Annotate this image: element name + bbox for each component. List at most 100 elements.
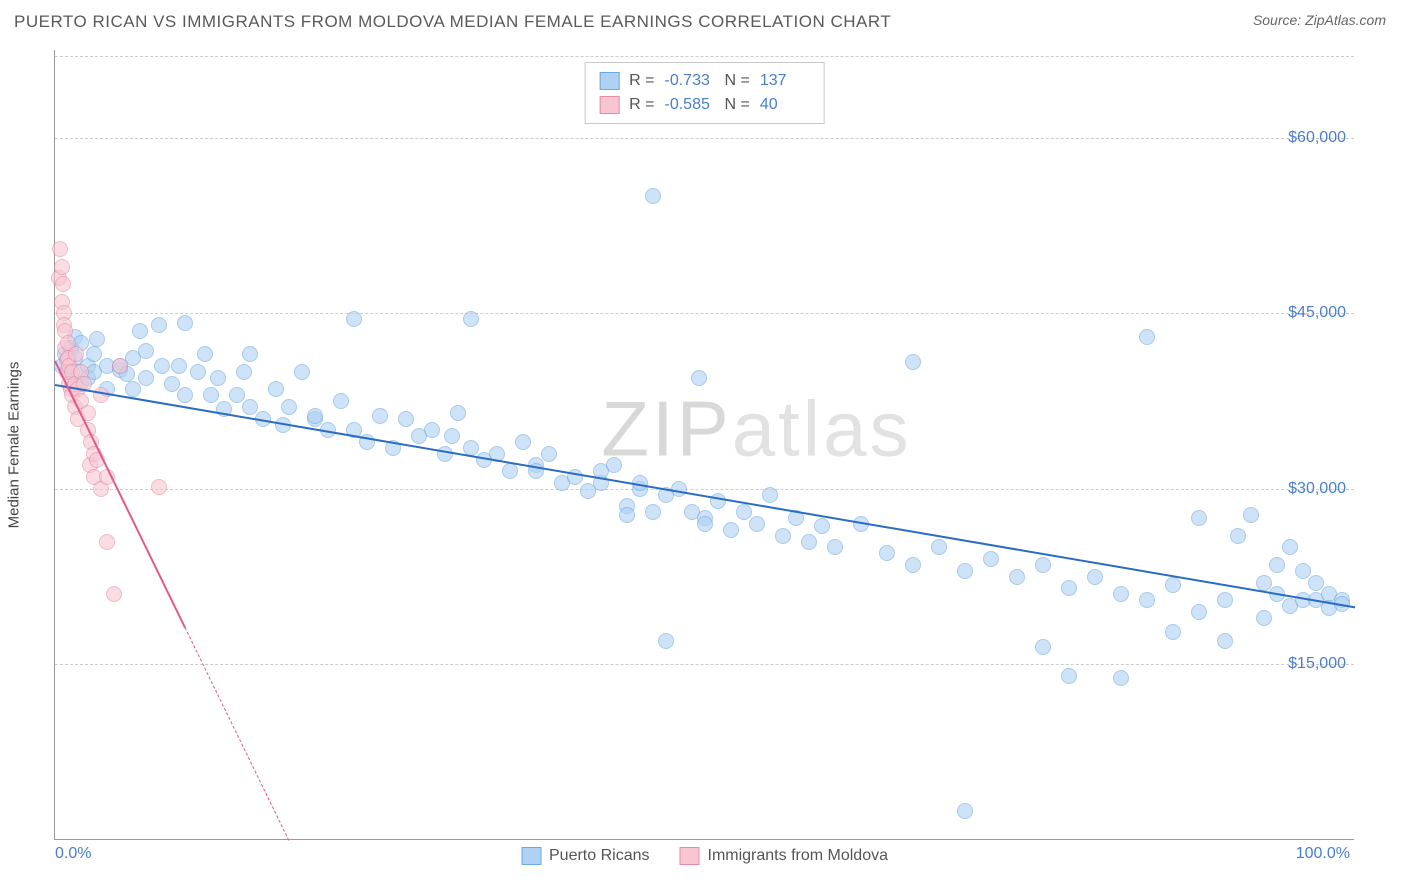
gridline bbox=[55, 313, 1354, 314]
data-point bbox=[125, 381, 141, 397]
data-point bbox=[242, 346, 258, 362]
data-point bbox=[645, 188, 661, 204]
data-point bbox=[307, 408, 323, 424]
data-point bbox=[333, 393, 349, 409]
data-point bbox=[515, 434, 531, 450]
data-point bbox=[710, 493, 726, 509]
data-point bbox=[424, 422, 440, 438]
data-point bbox=[1061, 668, 1077, 684]
data-point bbox=[645, 504, 661, 520]
data-point bbox=[106, 586, 122, 602]
data-point bbox=[957, 563, 973, 579]
data-point bbox=[801, 534, 817, 550]
data-point bbox=[177, 315, 193, 331]
gridline bbox=[55, 489, 1354, 490]
data-point bbox=[691, 370, 707, 386]
data-point bbox=[1243, 507, 1259, 523]
data-point bbox=[450, 405, 466, 421]
data-point bbox=[1009, 569, 1025, 585]
data-point bbox=[541, 446, 557, 462]
gridline bbox=[55, 664, 1354, 665]
data-point bbox=[1165, 624, 1181, 640]
data-point bbox=[1256, 575, 1272, 591]
data-point bbox=[983, 551, 999, 567]
data-point bbox=[1269, 557, 1285, 573]
data-point bbox=[171, 358, 187, 374]
legend-n-value: 137 bbox=[760, 69, 810, 93]
data-point bbox=[177, 387, 193, 403]
watermark: ZIPatlas bbox=[601, 383, 911, 474]
legend-r-value: -0.585 bbox=[665, 93, 715, 117]
legend-r-label: R = bbox=[629, 69, 654, 93]
gridline bbox=[55, 138, 1354, 139]
data-point bbox=[905, 354, 921, 370]
legend-swatch bbox=[599, 96, 619, 114]
data-point bbox=[132, 323, 148, 339]
data-point bbox=[658, 633, 674, 649]
data-point bbox=[86, 346, 102, 362]
data-point bbox=[268, 381, 284, 397]
data-point bbox=[197, 346, 213, 362]
legend-n-value: 40 bbox=[760, 93, 810, 117]
data-point bbox=[723, 522, 739, 538]
legend-swatch bbox=[599, 72, 619, 90]
plot-area: ZIPatlas R =-0.733N =137R =-0.585N =40 P… bbox=[54, 50, 1354, 840]
data-point bbox=[138, 370, 154, 386]
data-point bbox=[93, 387, 109, 403]
data-point bbox=[398, 411, 414, 427]
header: PUERTO RICAN VS IMMIGRANTS FROM MOLDOVA … bbox=[0, 0, 1406, 40]
y-tick-label: $45,000 bbox=[1288, 304, 1346, 322]
data-point bbox=[99, 534, 115, 550]
data-point bbox=[151, 479, 167, 495]
data-point bbox=[1282, 539, 1298, 555]
data-point bbox=[827, 539, 843, 555]
data-point bbox=[89, 331, 105, 347]
data-point bbox=[1165, 577, 1181, 593]
data-point bbox=[775, 528, 791, 544]
trend-line bbox=[55, 384, 1355, 608]
y-axis-label: Median Female Earnings bbox=[6, 362, 23, 529]
data-point bbox=[814, 518, 830, 534]
data-point bbox=[1295, 563, 1311, 579]
data-point bbox=[1061, 580, 1077, 596]
data-point bbox=[236, 364, 252, 380]
legend-r-value: -0.733 bbox=[665, 69, 715, 93]
data-point bbox=[1217, 633, 1233, 649]
legend-row: R =-0.733N =137 bbox=[599, 69, 810, 93]
source-attribution: Source: ZipAtlas.com bbox=[1253, 12, 1386, 28]
data-point bbox=[372, 408, 388, 424]
legend-label: Immigrants from Moldova bbox=[708, 847, 889, 865]
watermark-thin: atlas bbox=[732, 384, 912, 472]
data-point bbox=[112, 358, 128, 374]
data-point bbox=[52, 241, 68, 257]
data-point bbox=[1113, 586, 1129, 602]
data-point bbox=[619, 507, 635, 523]
data-point bbox=[138, 343, 154, 359]
data-point bbox=[762, 487, 778, 503]
data-point bbox=[55, 276, 71, 292]
x-tick-label: 100.0% bbox=[1296, 845, 1350, 863]
data-point bbox=[1035, 639, 1051, 655]
legend-item: Puerto Ricans bbox=[521, 847, 650, 865]
legend-swatch bbox=[521, 847, 541, 865]
gridline bbox=[55, 56, 1354, 57]
data-point bbox=[54, 259, 70, 275]
data-point bbox=[1230, 528, 1246, 544]
data-point bbox=[1217, 592, 1233, 608]
data-point bbox=[1087, 569, 1103, 585]
x-tick-label: 0.0% bbox=[55, 845, 91, 863]
data-point bbox=[606, 457, 622, 473]
data-point bbox=[749, 516, 765, 532]
data-point bbox=[1191, 604, 1207, 620]
data-point bbox=[879, 545, 895, 561]
data-point bbox=[1139, 592, 1155, 608]
data-point bbox=[1113, 670, 1129, 686]
data-point bbox=[346, 311, 362, 327]
data-point bbox=[957, 803, 973, 819]
correlation-legend: R =-0.733N =137R =-0.585N =40 bbox=[584, 62, 825, 124]
data-point bbox=[444, 428, 460, 444]
data-point bbox=[905, 557, 921, 573]
data-point bbox=[229, 387, 245, 403]
y-tick-label: $15,000 bbox=[1288, 655, 1346, 673]
data-point bbox=[203, 387, 219, 403]
